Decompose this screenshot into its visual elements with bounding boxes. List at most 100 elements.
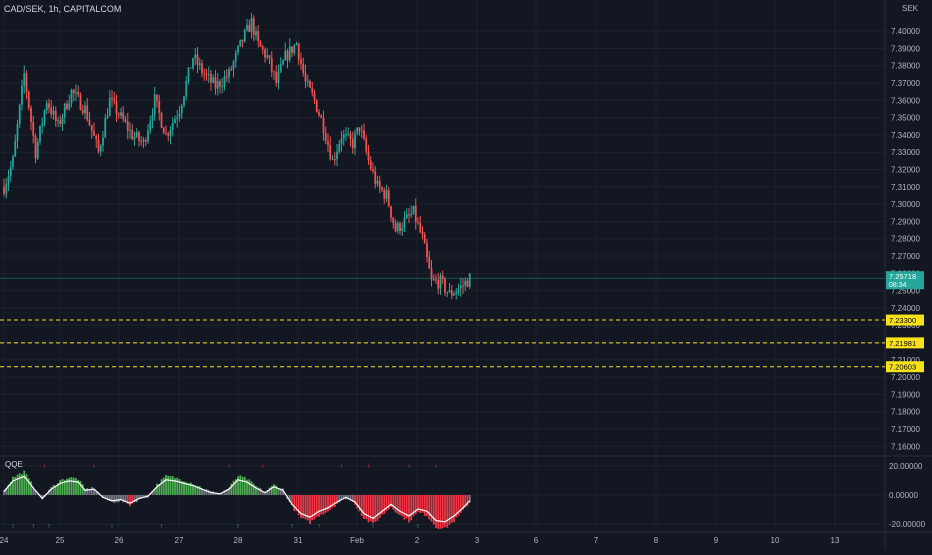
candle-body bbox=[54, 110, 57, 121]
candle-body bbox=[369, 160, 372, 169]
osc-histogram-bar bbox=[72, 477, 75, 495]
x-tick-label: 24 bbox=[0, 536, 9, 545]
candle-body bbox=[273, 71, 275, 73]
osc-histogram-bar bbox=[464, 494, 467, 508]
osc-histogram-bar bbox=[435, 494, 437, 528]
osc-histogram-bar bbox=[142, 494, 145, 499]
osc-histogram-bar bbox=[70, 477, 73, 495]
candle-body bbox=[374, 171, 377, 184]
y-tick-label: 7.16000 bbox=[891, 442, 920, 451]
osc-histogram-bar bbox=[342, 494, 345, 499]
osc-histogram-bar bbox=[131, 494, 134, 504]
current-price-badge bbox=[886, 271, 924, 290]
osc-histogram-bar bbox=[198, 486, 201, 495]
y-tick-label: 7.25000 bbox=[891, 287, 920, 296]
candle-body bbox=[387, 190, 390, 207]
candle-body bbox=[102, 137, 104, 146]
osc-histogram-bar bbox=[207, 490, 210, 495]
osc-histogram-bar bbox=[297, 494, 300, 515]
candle-body bbox=[300, 59, 302, 64]
candle-body bbox=[59, 120, 62, 124]
x-tick-label: 31 bbox=[294, 536, 303, 545]
osc-histogram-bar bbox=[394, 494, 397, 513]
candle-body bbox=[444, 278, 446, 293]
osc-histogram-bar bbox=[77, 479, 80, 495]
osc-histogram-bar bbox=[216, 493, 219, 495]
osc-histogram-bar bbox=[279, 488, 282, 495]
osc-histogram-bar bbox=[270, 485, 273, 495]
osc-histogram-bar bbox=[457, 494, 460, 516]
candle-body bbox=[291, 46, 293, 53]
candle-body bbox=[396, 223, 399, 232]
candle-body bbox=[120, 112, 122, 116]
osc-histogram-bar bbox=[178, 478, 181, 495]
candle-body bbox=[178, 113, 181, 118]
candle-body bbox=[212, 77, 215, 83]
candle-body bbox=[63, 103, 66, 118]
osc-histogram-bar bbox=[250, 481, 253, 495]
candle-body bbox=[255, 31, 257, 36]
candle-body bbox=[390, 206, 392, 218]
osc-histogram-bar bbox=[349, 494, 352, 501]
candle-body bbox=[210, 73, 212, 83]
osc-histogram-bar bbox=[428, 494, 431, 520]
x-tick-label: Feb bbox=[350, 536, 364, 545]
osc-histogram-bar bbox=[405, 494, 408, 519]
candle-body bbox=[84, 105, 86, 114]
candle-body bbox=[268, 55, 271, 58]
candle-body bbox=[349, 133, 352, 139]
candle-body bbox=[221, 85, 224, 87]
osc-histogram-bar bbox=[165, 474, 167, 495]
candle-body bbox=[462, 285, 464, 287]
candle-body bbox=[428, 257, 431, 269]
candle-body bbox=[286, 50, 289, 61]
candle-body bbox=[385, 190, 388, 199]
osc-histogram-bar bbox=[313, 494, 316, 520]
candle-body bbox=[3, 186, 5, 194]
candle-body bbox=[115, 100, 118, 115]
osc-histogram-bar bbox=[126, 494, 129, 504]
osc-histogram-bar bbox=[354, 494, 356, 505]
candle-body bbox=[372, 168, 374, 172]
osc-histogram-bar bbox=[18, 473, 21, 495]
candle-body bbox=[228, 69, 230, 78]
osc-histogram-bar bbox=[282, 488, 284, 495]
candle-body bbox=[95, 135, 98, 140]
candle-body bbox=[320, 115, 323, 118]
candle-body bbox=[423, 234, 426, 244]
osc-histogram-bar bbox=[210, 491, 212, 495]
candle-body bbox=[378, 180, 381, 188]
candle-body bbox=[448, 290, 451, 293]
osc-histogram-bar bbox=[381, 494, 383, 515]
axis-layer[interactable]: 7.16000 7.17000 7.18000 7.19000 7.20000 7.210… bbox=[0, 27, 926, 545]
x-tick-label: 9 bbox=[714, 536, 719, 545]
y-tick-label: 7.29000 bbox=[891, 217, 920, 226]
osc-histogram-bar bbox=[320, 494, 323, 515]
x-tick-label: 10 bbox=[771, 536, 780, 545]
candle-body bbox=[151, 114, 154, 122]
candle-body bbox=[18, 104, 21, 124]
candle-body bbox=[455, 291, 458, 294]
osc-histogram-bar bbox=[441, 494, 444, 529]
osc-histogram-bar bbox=[455, 494, 458, 518]
osc-buy-mark: ↑ bbox=[11, 523, 15, 530]
candle-body bbox=[264, 49, 266, 58]
candle-body bbox=[50, 107, 53, 115]
osc-histogram-bar bbox=[90, 486, 93, 495]
candle-body bbox=[342, 134, 345, 139]
y-tick-label: 7.20000 bbox=[891, 373, 920, 382]
osc-histogram-bar bbox=[387, 494, 390, 510]
horizontal-level-badge bbox=[886, 314, 924, 326]
osc-sell-mark: ↓ bbox=[434, 462, 438, 469]
candle-body bbox=[419, 222, 422, 232]
osc-histogram-bar bbox=[360, 494, 363, 516]
candle-body bbox=[430, 268, 433, 280]
candle-body bbox=[72, 89, 75, 94]
y-tick-label: 7.32000 bbox=[891, 166, 920, 175]
osc-buy-mark: ↑ bbox=[32, 523, 36, 530]
osc-histogram-bar bbox=[79, 481, 82, 495]
candle-body bbox=[160, 112, 163, 128]
candle-body bbox=[192, 58, 194, 69]
